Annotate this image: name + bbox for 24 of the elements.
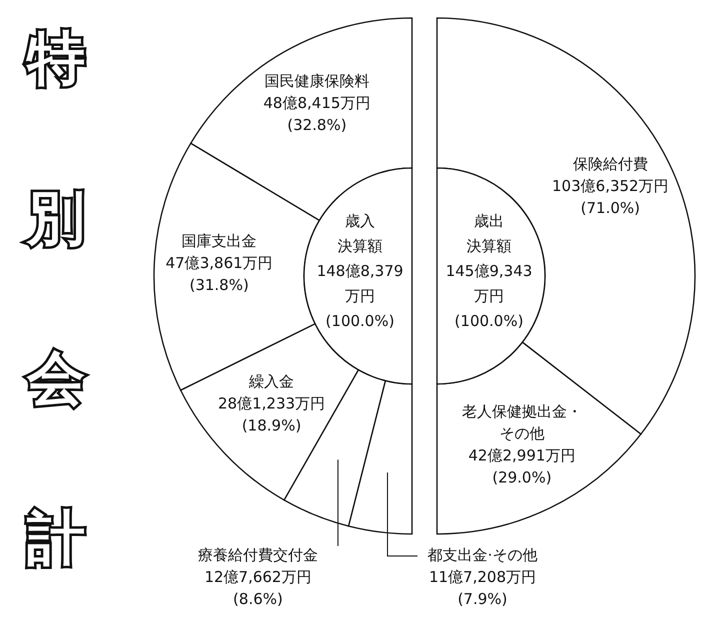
slice-label: 国民健康保険料	[264, 72, 370, 90]
text: 万円	[474, 287, 504, 305]
data-label: 47億3,861万円 (31.8%)	[166, 254, 273, 294]
text: 決算額	[338, 237, 382, 255]
text: (100.0%)	[326, 312, 394, 330]
slice-label: 都支出金·その他	[428, 546, 538, 564]
data-label: 103億6,352万円 (71.0%)	[552, 177, 669, 218]
slice-label: 老人保健拠出金・その他	[462, 402, 582, 442]
data-label: 28億1,233万円 (18.9%)	[218, 394, 326, 434]
slice-label: 国庫支出金	[182, 232, 257, 250]
slice-label: 療養給付費交付金	[198, 546, 318, 564]
text: 148億8,379	[316, 262, 404, 280]
text: 万円	[345, 287, 375, 305]
data-label: 42億2,991万円 (29.0%)	[468, 446, 576, 486]
data-label: 48億8,415万円 (32.8%)	[263, 94, 370, 134]
slice-label: 繰入金	[248, 372, 294, 390]
text: 歳入	[345, 212, 375, 230]
slice-label: 保険給付費	[572, 155, 648, 174]
data-label: 11億7,208万円 (7.9%)	[428, 568, 536, 608]
text: (100.0%)	[454, 312, 524, 330]
text: 決算額	[466, 237, 512, 255]
data-label: 12億7,662万円 (8.6%)	[204, 568, 312, 608]
text: 歳出	[474, 212, 504, 230]
text: 145億9,343	[446, 262, 532, 280]
